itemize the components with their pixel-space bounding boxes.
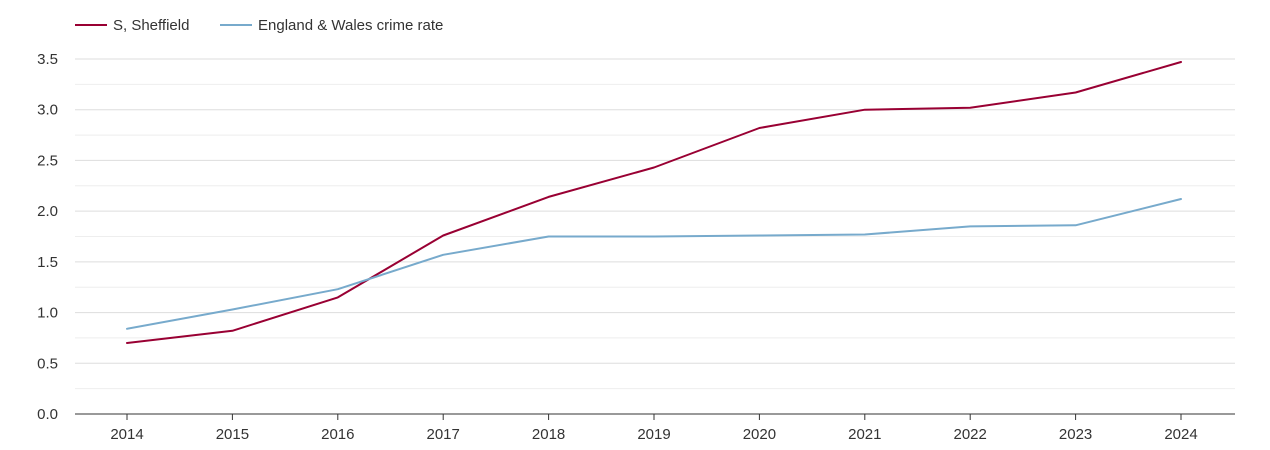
y-tick-label: 2.5 — [37, 152, 58, 169]
x-tick-label: 2020 — [743, 426, 776, 443]
x-tick-label: 2014 — [110, 426, 143, 443]
y-tick-label: 0.5 — [37, 355, 58, 372]
series-lines — [126, 61, 1182, 344]
x-tick-label: 2024 — [1164, 426, 1197, 443]
y-tick-label: 3.5 — [37, 51, 58, 68]
x-tick-label: 2018 — [532, 426, 565, 443]
x-tick-label: 2022 — [954, 426, 987, 443]
legend-label: S, Sheffield — [113, 17, 189, 34]
y-axis-ticks: 0.0 0.5 1.0 1.5 2.0 2.5 3.0 3.5 — [37, 51, 58, 423]
x-tick-label: 2021 — [848, 426, 881, 443]
x-tick-label: 2017 — [427, 426, 460, 443]
x-tick-label: 2023 — [1059, 426, 1092, 443]
series-line-sheffield — [126, 61, 1182, 344]
x-tick-label: 2019 — [637, 426, 670, 443]
y-tick-label: 2.0 — [37, 203, 58, 220]
x-axis-ticks: 2014 2015 2016 2017 2018 2019 2020 2021 2022 2023… — [110, 414, 1198, 443]
x-tick-label: 2016 — [321, 426, 354, 443]
x-tick-label: 2015 — [216, 426, 249, 443]
y-tick-label: 0.0 — [37, 406, 58, 423]
y-tick-label: 1.0 — [37, 305, 58, 322]
legend: S, Sheffield England & Wales crime rate — [75, 17, 443, 34]
series-line-england-wales — [126, 198, 1182, 330]
gridlines — [75, 58, 1235, 390]
legend-label: England & Wales crime rate — [258, 17, 443, 34]
y-tick-label: 3.0 — [37, 102, 58, 119]
y-tick-label: 1.5 — [37, 254, 58, 271]
